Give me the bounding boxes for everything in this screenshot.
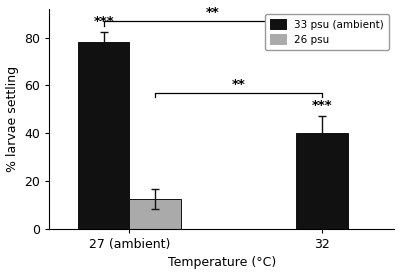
Y-axis label: % larvae settling: % larvae settling xyxy=(6,66,18,172)
Text: ***: *** xyxy=(94,15,114,28)
Text: **: ** xyxy=(206,6,220,19)
Text: ***: *** xyxy=(312,99,332,112)
Bar xyxy=(78,42,130,229)
Bar xyxy=(296,133,348,229)
Bar xyxy=(130,199,181,229)
X-axis label: Temperature (°C): Temperature (°C) xyxy=(168,257,276,269)
Legend: 33 psu (ambient), 26 psu: 33 psu (ambient), 26 psu xyxy=(265,14,389,50)
Text: **: ** xyxy=(232,78,246,91)
